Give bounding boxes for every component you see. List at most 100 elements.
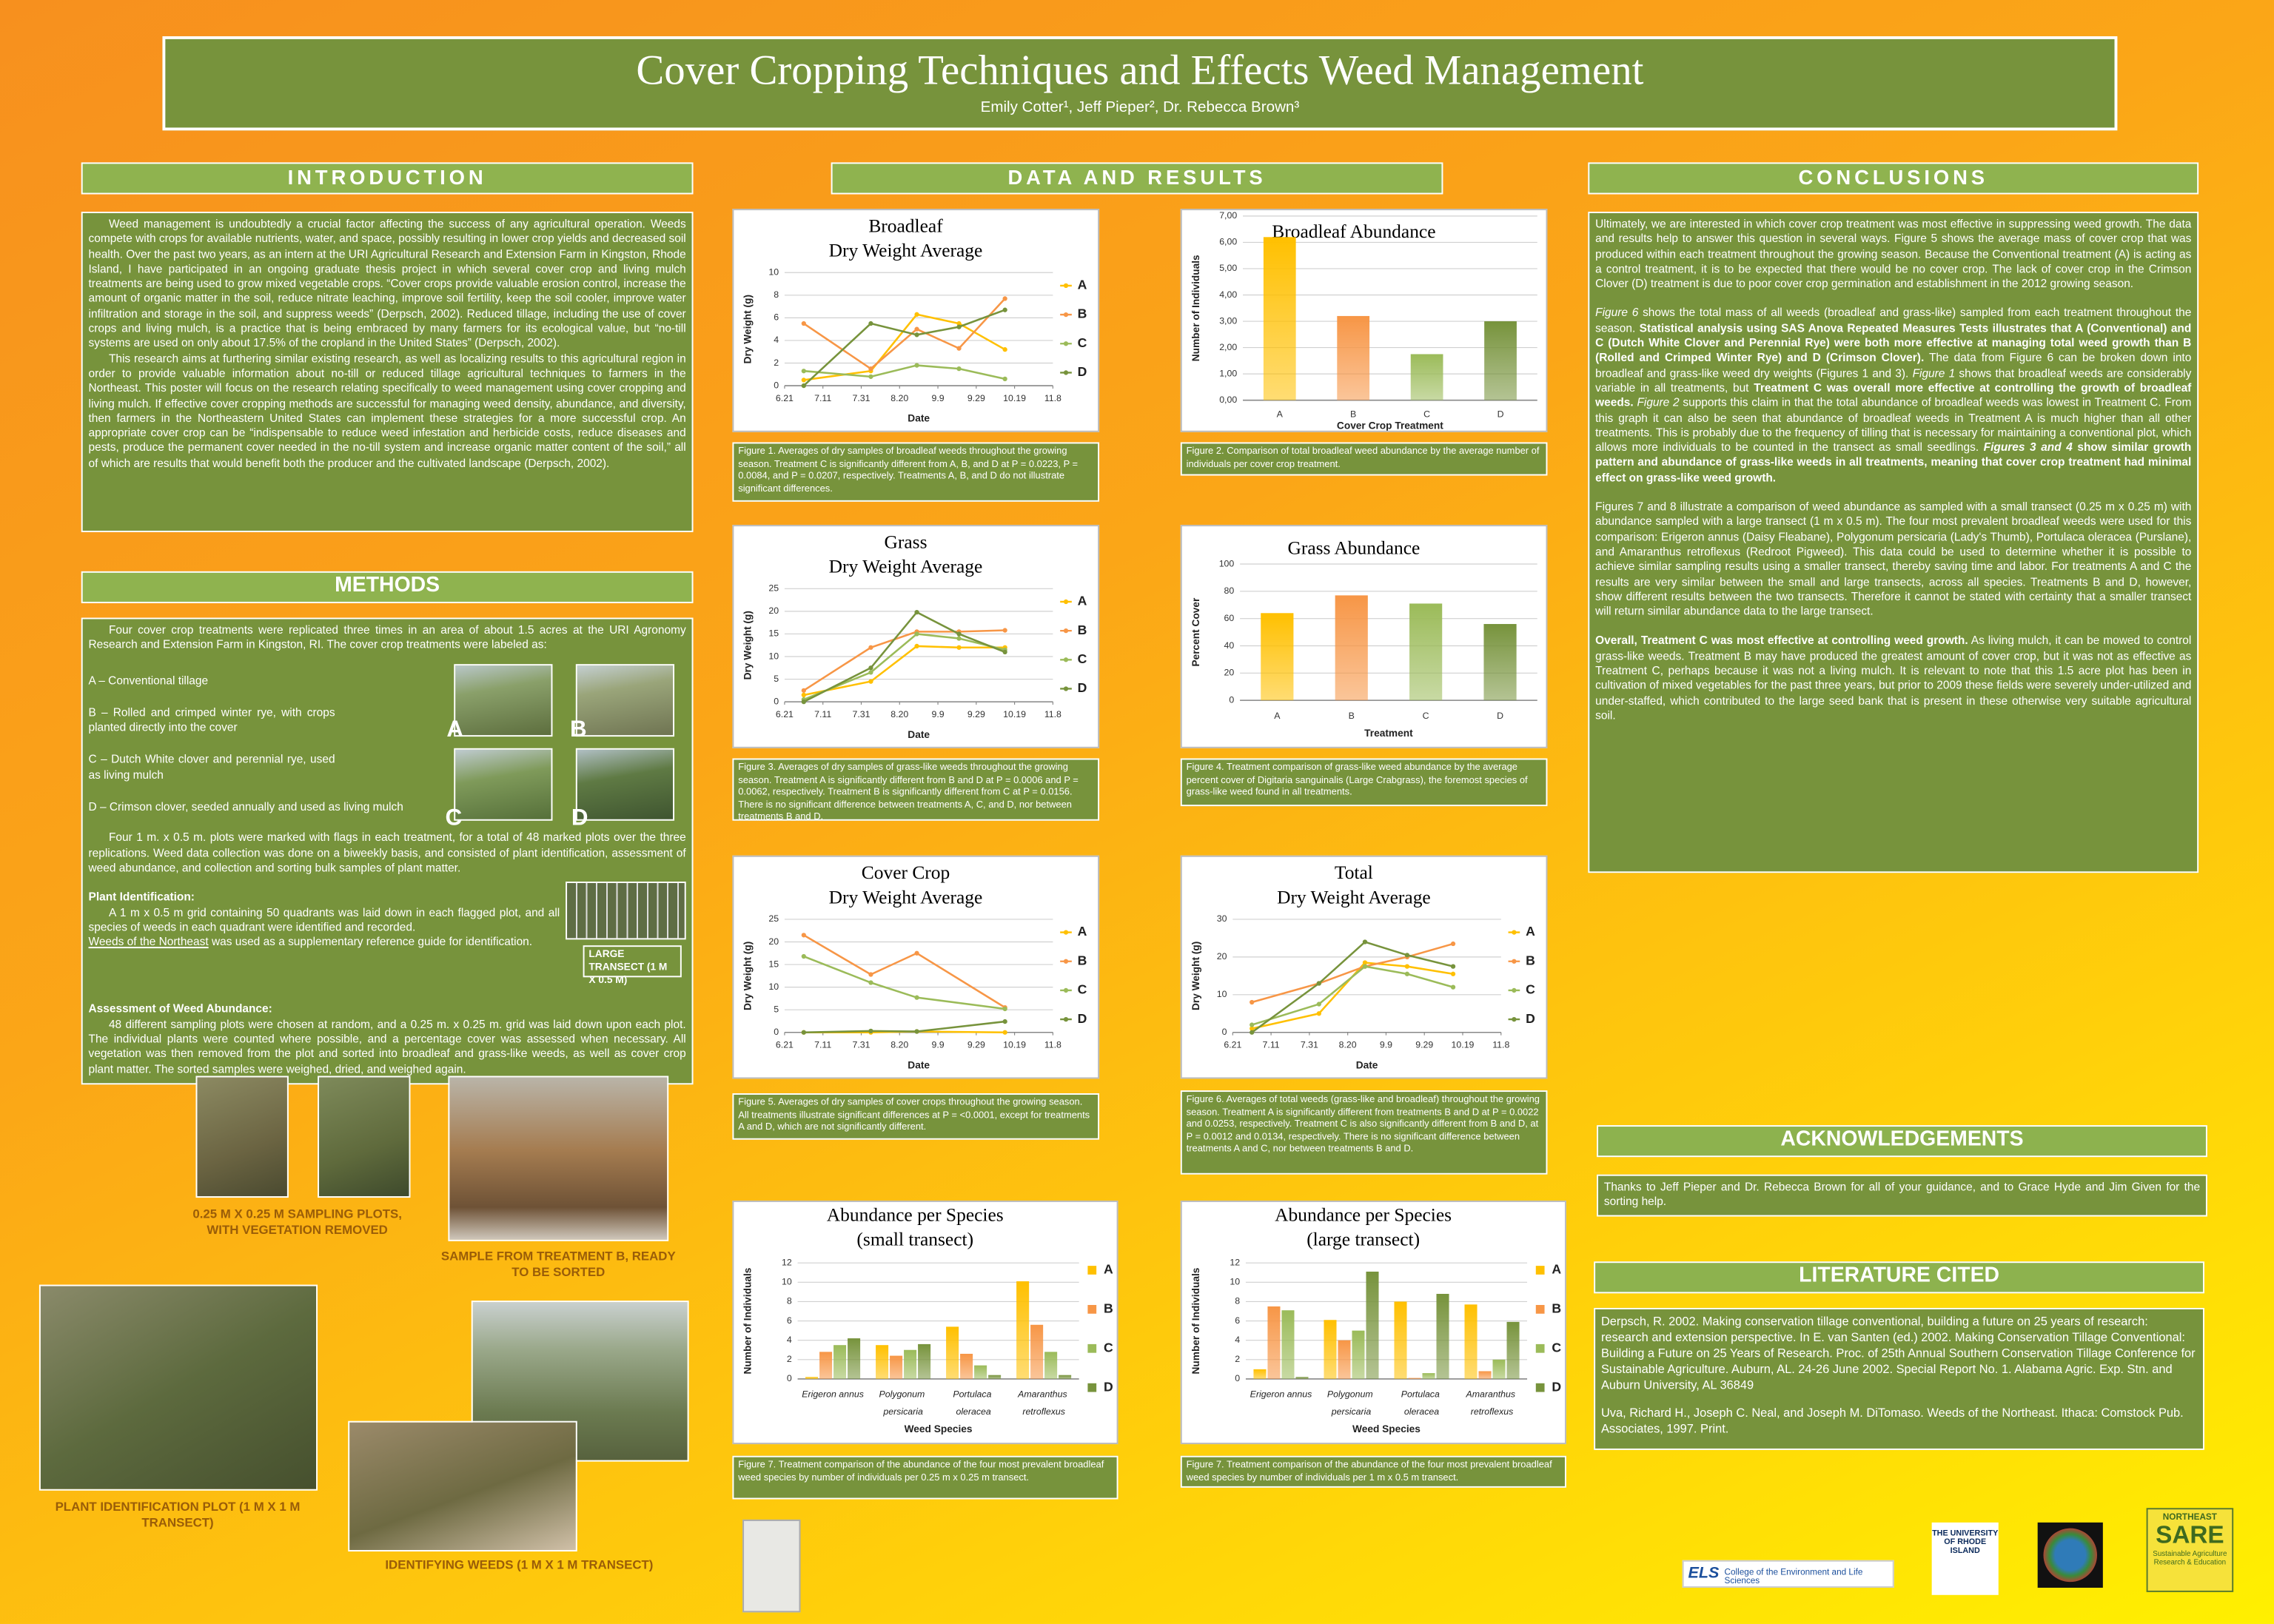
logo-text: College of the Environment and Life Scie… <box>1724 1568 1863 1587</box>
chart-title: Total <box>1335 862 1373 883</box>
bar <box>1044 1352 1058 1379</box>
x-tick-label: 9.29 <box>967 1040 985 1050</box>
bar <box>1261 613 1294 701</box>
text-run: Figure 6 <box>1595 306 1639 320</box>
legend-swatch <box>1087 1266 1097 1275</box>
legend-swatch <box>1512 959 1517 964</box>
data-point <box>1002 1006 1007 1012</box>
legend-label: C <box>1078 982 1087 997</box>
chart: Grass Dry Weight Average 0 5 10 15 20 25 Dry Wei… <box>732 525 1100 748</box>
data-point <box>1362 964 1368 969</box>
text-run: Figure 2 <box>1637 396 1680 409</box>
legend-label: C <box>1526 982 1535 997</box>
x-tick-label: Portulaca oleracea <box>953 1389 994 1417</box>
data-point <box>1002 347 1007 352</box>
legend-label: D <box>1078 364 1087 379</box>
legend-label: B <box>1104 1301 1113 1316</box>
legend-swatch <box>1063 599 1069 605</box>
paragraph: 48 different sampling plots were chosen … <box>88 1017 686 1076</box>
bar <box>1366 1271 1379 1379</box>
photo <box>566 882 686 940</box>
x-tick-label: 7.31 <box>852 1040 870 1050</box>
logo: NORTHEAST SARE Sustainable Agriculture R… <box>2146 1508 2234 1592</box>
y-tick-label: 0 <box>1222 1027 1227 1037</box>
data-point <box>1316 981 1321 986</box>
transect-label: LARGE TRANSECT (1 M X 0.5 M) <box>583 945 682 986</box>
data-point <box>1362 960 1368 965</box>
bar <box>1352 1330 1365 1379</box>
data-point <box>868 1028 873 1034</box>
text-run: Treatment C was overall more effective a… <box>1595 381 2192 409</box>
y-tick-label: 0 <box>1235 1373 1240 1383</box>
y-tick-label: 20 <box>1224 668 1235 678</box>
legend-swatch <box>1063 930 1069 935</box>
x-tick-label: 9.9 <box>931 1040 944 1050</box>
legend-swatch <box>1063 283 1069 289</box>
bar <box>1030 1324 1044 1379</box>
y-tick-label: 4,00 <box>1219 289 1237 300</box>
title-box: Cover Cropping Techniques and Effects We… <box>162 36 2118 131</box>
x-tick-label: 10.19 <box>1003 709 1026 719</box>
x-tick-label: 7.31 <box>852 393 870 403</box>
logo-text: Sustainable Agriculture Research & Educa… <box>2153 1550 2227 1568</box>
chart-title: Broadleaf <box>868 215 943 236</box>
data-point <box>956 636 962 641</box>
legend-label: D <box>1078 1011 1087 1026</box>
x-tick-label: 7.11 <box>814 1040 831 1050</box>
chart-title: Grass Abundance <box>1287 537 1420 558</box>
photo-letter: A <box>446 717 464 742</box>
series-line <box>803 955 1005 1010</box>
y-tick-label: 5,00 <box>1219 263 1237 273</box>
text-run: shows that broadleaf weeds are considera… <box>1595 366 2192 395</box>
x-tick-label: Amaranthus retroflexus <box>1017 1389 1070 1417</box>
data-point <box>868 665 873 671</box>
figure-caption: Figure 7. Treatment comparison of the ab… <box>1180 1455 1566 1488</box>
legend-label: A <box>1078 278 1087 292</box>
treatment: A – Conventional tillage <box>88 674 209 687</box>
text-run: Overall, Treatment C was most effective … <box>1595 634 1968 648</box>
bar <box>1324 1320 1337 1379</box>
x-tick-label: 6.21 <box>776 709 794 719</box>
paragraph: Figures 7 and 8 illustrate a comparison … <box>1595 500 2192 618</box>
data-point <box>914 1029 919 1034</box>
series-line <box>803 1020 1005 1034</box>
data-point <box>801 688 806 693</box>
series-line <box>1251 941 1454 1033</box>
chart-title: Cover Crop <box>862 862 950 883</box>
logo-text: NORTHEAST <box>2162 1514 2217 1523</box>
legend-label: D <box>1526 1011 1535 1026</box>
treatment: D – Crimson clover, seeded annually and … <box>88 800 403 814</box>
y-axis-label: Dry Weight (g) <box>742 611 754 680</box>
x-tick-label: Erigeron annus <box>802 1389 864 1400</box>
reference-title: Weeds of the Northeast <box>88 935 209 949</box>
photo <box>575 664 675 737</box>
legend-swatch <box>1063 370 1069 375</box>
text-run: supports this claim in that the total ab… <box>1595 396 2192 454</box>
data-point <box>1002 628 1007 633</box>
introduction-text: Weed management is undoubtedly a crucial… <box>81 211 694 532</box>
legend-swatch <box>1063 959 1069 964</box>
data-point <box>801 378 806 383</box>
data-point <box>1002 376 1007 382</box>
data-point <box>1002 1030 1007 1035</box>
x-tick-label: Polygonum persicaria <box>1327 1389 1375 1417</box>
x-tick-label: 6.21 <box>776 393 794 403</box>
chart: Abundance per Species (small transect) 0 2 4… <box>732 1200 1118 1445</box>
data-point <box>956 366 962 372</box>
x-tick-label: 6.21 <box>776 1040 794 1050</box>
data-point <box>868 645 873 650</box>
y-axis-label: Number of Individuals <box>1190 255 1201 361</box>
data-point <box>801 933 806 938</box>
legend-swatch <box>1063 312 1069 318</box>
chart: Cover Crop Dry Weight Average 0 5 10 15 20 25 Dr… <box>732 855 1100 1079</box>
x-tick-label: 9.9 <box>931 709 944 719</box>
x-tick-label: 7.11 <box>1263 1040 1280 1050</box>
photo-letter: B <box>569 717 587 742</box>
x-tick-label: 9.29 <box>1415 1040 1433 1050</box>
legend-swatch <box>1535 1266 1545 1275</box>
data-point <box>868 679 873 684</box>
bar <box>1263 237 1296 400</box>
data-point <box>914 609 919 615</box>
logo: ELS College of the Environment and Life … <box>1682 1560 1894 1588</box>
figure-caption: Figure 4. Treatment comparison of grass-… <box>1180 758 1548 807</box>
